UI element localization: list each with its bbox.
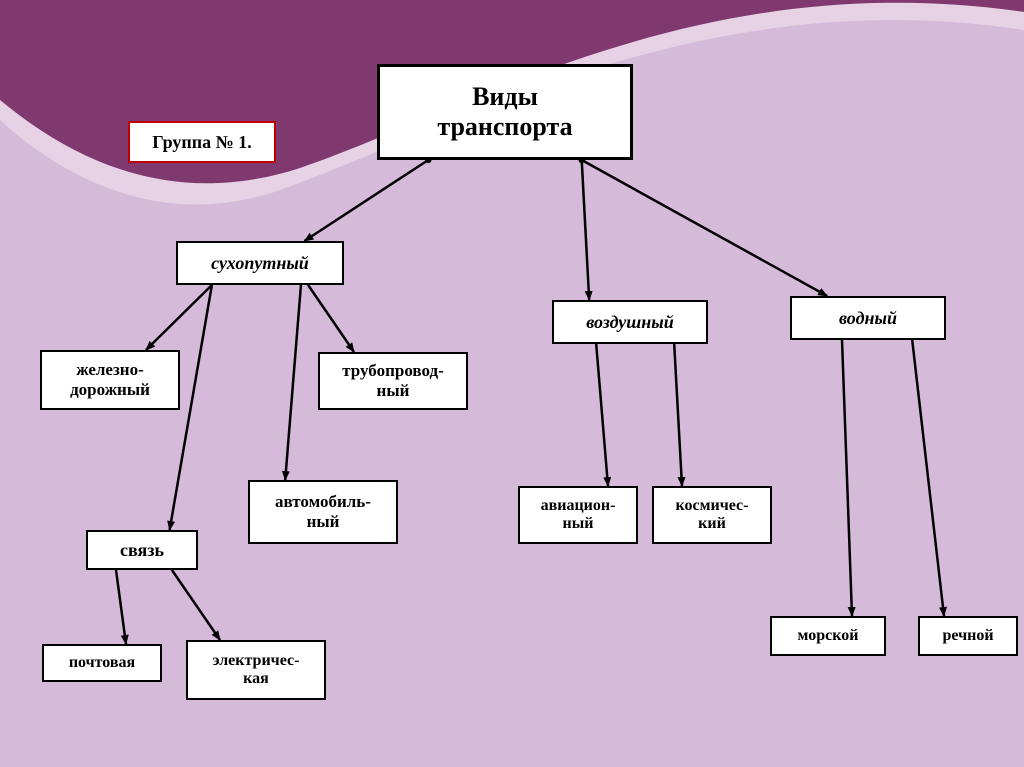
edge-air-avia bbox=[596, 344, 608, 486]
node-label-elec: электричес- кая bbox=[213, 652, 300, 689]
edge-water-river bbox=[912, 340, 944, 616]
node-link: связь bbox=[86, 530, 198, 570]
node-label-sea: морской bbox=[798, 627, 859, 645]
node-avia: авиацион- ный bbox=[518, 486, 638, 544]
edge-air-space bbox=[674, 344, 682, 486]
node-label-river: речной bbox=[942, 627, 993, 645]
node-label-water: водный bbox=[839, 308, 897, 329]
node-label-avia: авиацион- ный bbox=[541, 497, 616, 534]
node-space: космичес- кий bbox=[652, 486, 772, 544]
node-group: Группа № 1. bbox=[128, 121, 276, 163]
node-pipe: трубопровод- ный bbox=[318, 352, 468, 410]
node-label-group: Группа № 1. bbox=[152, 132, 251, 153]
node-sea: морской bbox=[770, 616, 886, 656]
node-rail: железно- дорожный bbox=[40, 350, 180, 410]
edge-water-sea bbox=[842, 340, 852, 616]
node-root: Виды транспорта bbox=[377, 64, 633, 160]
node-label-rail: железно- дорожный bbox=[70, 360, 150, 399]
node-elec: электричес- кая bbox=[186, 640, 326, 700]
node-label-link: связь bbox=[120, 540, 164, 561]
edge-root-air bbox=[582, 160, 590, 300]
node-label-root: Виды транспорта bbox=[437, 82, 572, 142]
node-label-air: воздушный bbox=[586, 312, 674, 333]
edge-land-auto bbox=[285, 285, 301, 480]
node-air: воздушный bbox=[552, 300, 708, 344]
edge-link-post bbox=[116, 570, 126, 644]
diagram-stage: Группа № 1. Виды транспорта сухопутный возд… bbox=[0, 0, 1024, 767]
node-label-pipe: трубопровод- ный bbox=[342, 361, 444, 400]
edge-root-land bbox=[304, 160, 428, 241]
edge-land-pipe bbox=[308, 285, 354, 352]
node-auto: автомобиль- ный bbox=[248, 480, 398, 544]
node-label-post: почтовая bbox=[69, 654, 135, 672]
node-label-land: сухопутный bbox=[211, 253, 309, 274]
node-river: речной bbox=[918, 616, 1018, 656]
node-label-auto: автомобиль- ный bbox=[275, 492, 371, 531]
node-water: водный bbox=[790, 296, 946, 340]
node-land: сухопутный bbox=[176, 241, 344, 285]
edge-land-rail bbox=[146, 285, 212, 350]
edge-link-elec bbox=[172, 570, 220, 640]
node-label-space: космичес- кий bbox=[676, 497, 749, 534]
node-post: почтовая bbox=[42, 644, 162, 682]
edge-root-water bbox=[582, 160, 828, 296]
